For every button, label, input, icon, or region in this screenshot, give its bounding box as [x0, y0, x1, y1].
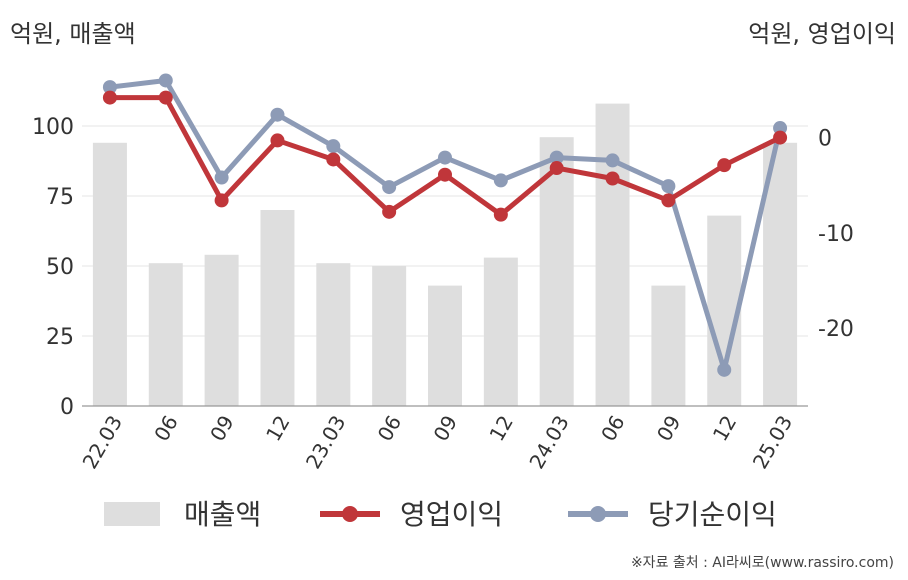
operating-profit-point — [605, 171, 620, 186]
legend-label-operating-profit: 영업이익 — [400, 498, 503, 531]
source-note: ※자료 출처 : AI라씨로(www.rassiro.com) — [630, 555, 894, 571]
x-tick-label: 09 — [652, 411, 686, 445]
legend-swatch-revenue — [104, 502, 160, 526]
legend-label-net-income: 당기순이익 — [648, 498, 777, 531]
revenue-bar — [483, 257, 518, 406]
y-right-tick-label: -20 — [818, 317, 854, 342]
operating-profit-point — [270, 133, 285, 148]
x-tick-label: 25.03 — [748, 411, 797, 473]
revenue-bar — [260, 210, 295, 406]
y-left-tick-label: 100 — [32, 115, 74, 140]
x-tick-label: 12 — [708, 411, 742, 445]
x-tick-label: 06 — [596, 411, 630, 445]
net-income-point — [102, 80, 117, 95]
y-left-tick-label: 50 — [46, 255, 74, 280]
revenue-bar — [595, 103, 630, 406]
operating-profit-point — [549, 161, 564, 176]
revenue-bar — [651, 285, 686, 406]
x-tick-label: 24.03 — [524, 411, 573, 473]
right-axis-unit: 억원, 영업이익 — [748, 20, 896, 48]
operating-profit-point — [102, 90, 117, 105]
revenue-bar — [204, 254, 239, 406]
operating-profit-point — [773, 130, 788, 145]
x-tick-label: 06 — [373, 411, 407, 445]
revenue-bar — [428, 285, 462, 406]
net-income-point — [270, 107, 285, 122]
revenue-bar — [372, 266, 407, 406]
y-right-tick-label: -10 — [818, 222, 854, 247]
y-left-tick-label: 25 — [46, 325, 74, 350]
x-tick-label: 06 — [149, 411, 183, 445]
legend-label-revenue: 매출액 — [184, 498, 261, 531]
x-tick-label: 23.03 — [301, 411, 350, 473]
y-right-tick-label: 0 — [818, 127, 832, 152]
y-left-tick-label: 75 — [46, 185, 74, 210]
y-left-tick-label: 0 — [60, 395, 74, 420]
net-income-point — [214, 170, 229, 185]
operating-profit-point — [326, 152, 341, 167]
revenue-bar — [92, 142, 127, 407]
operating-profit-point — [493, 207, 508, 222]
x-tick-label: 22.03 — [78, 411, 127, 473]
operating-profit-point — [438, 167, 452, 182]
operating-profit-point — [717, 158, 732, 173]
left-axis-unit: 억원, 매출액 — [10, 20, 136, 48]
x-tick-label: 09 — [205, 411, 239, 445]
net-income-point — [326, 139, 341, 154]
net-income-point — [438, 150, 452, 165]
operating-profit-point — [382, 204, 397, 219]
revenue-bar — [316, 263, 351, 406]
x-tick-label: 12 — [484, 411, 518, 445]
net-income-point — [158, 73, 173, 88]
legend-marker-net-income — [590, 506, 606, 522]
net-income-point — [605, 153, 620, 168]
operating-profit-point — [158, 90, 173, 105]
net-income-point — [382, 180, 397, 195]
revenue-bar — [148, 263, 183, 406]
operating-profit-point — [661, 193, 676, 208]
legend-marker-operating-profit — [342, 506, 358, 522]
net-income-point — [493, 173, 508, 188]
operating-profit-point — [214, 193, 229, 208]
x-tick-label: 09 — [429, 411, 463, 445]
x-tick-label: 12 — [261, 411, 295, 445]
net-income-point — [661, 179, 676, 194]
revenue-bar — [539, 137, 574, 406]
net-income-point — [717, 362, 732, 377]
net-income-point — [549, 150, 564, 165]
